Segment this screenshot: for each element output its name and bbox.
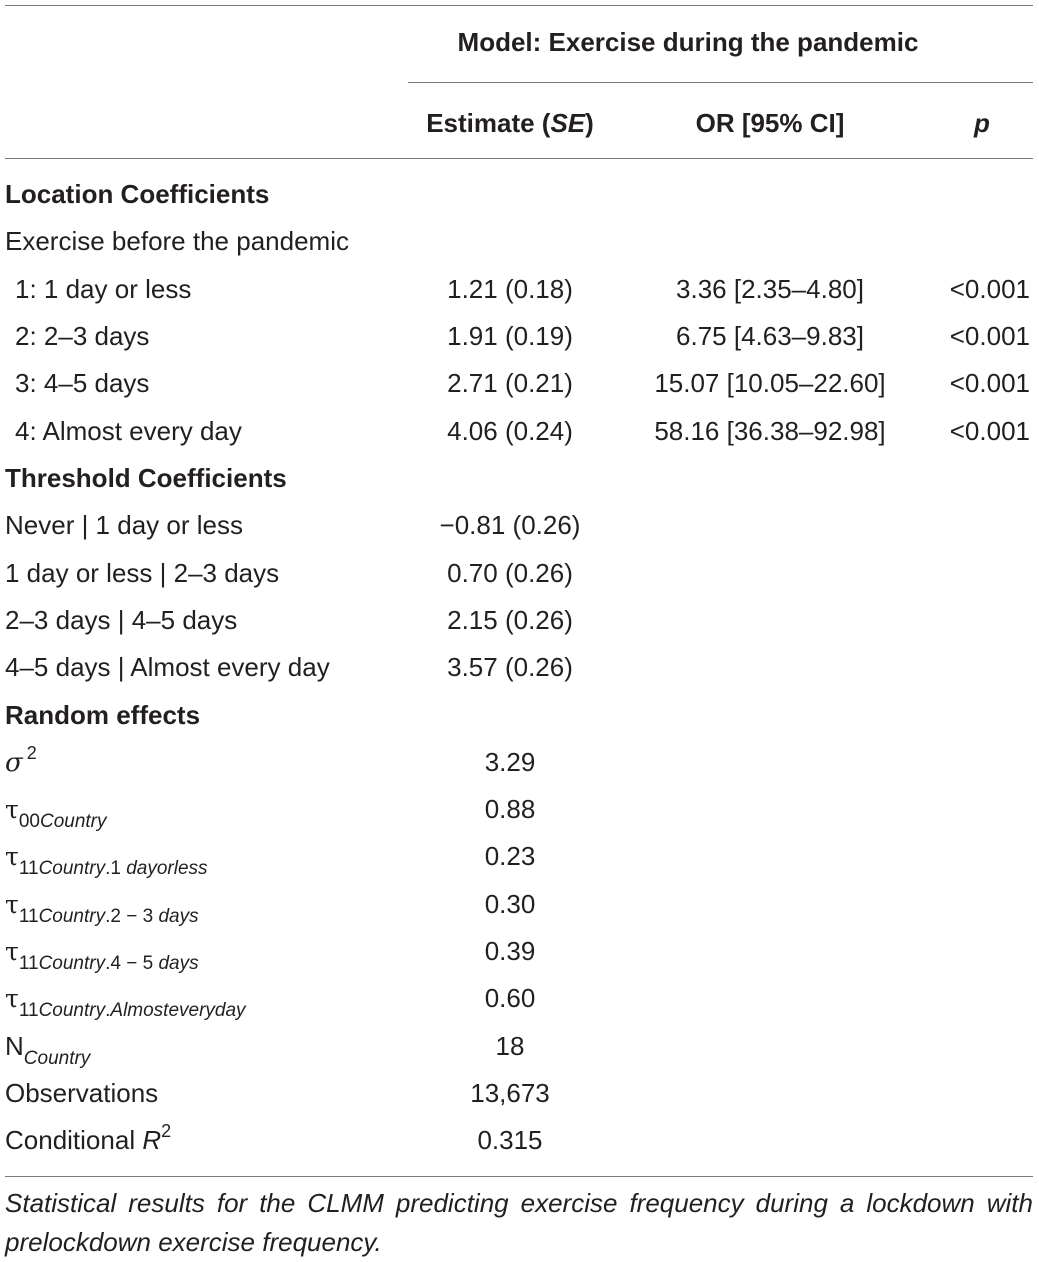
threshold-row-estimate: 2.15 (0.26) [447, 605, 573, 635]
tau11-sub-sep: . [105, 1000, 111, 1021]
r2-label-text: Conditional [5, 1125, 143, 1155]
location-row-label: 2: 2–3 days [15, 321, 150, 351]
location-row-label: 4: Almost every day [15, 416, 242, 446]
tau11-sub-country: Country [38, 1000, 106, 1021]
col-p-label: p [974, 108, 990, 138]
tau11-sub-country: Country [38, 953, 106, 974]
location-subtitle: Exercise before the pandemic [5, 226, 349, 256]
sigma-value: 3.29 [484, 747, 536, 777]
tau11-sub-num: 11 [18, 953, 39, 974]
tau11-value: 0.39 [484, 936, 536, 966]
threshold-row-label: 1 day or less | 2–3 days [5, 558, 280, 588]
r2-symbol: R [142, 1125, 162, 1155]
threshold-row-label: Never | 1 day or less [5, 510, 243, 540]
tau00-value: 0.88 [484, 794, 536, 824]
tau11-sub-sep: .2 − 3 [105, 906, 159, 927]
sigma-symbol: σ [5, 748, 23, 778]
tau11-label: τ11Country.4 − 5 days [5, 936, 199, 974]
threshold-row-label: 4–5 days | Almost every day [5, 652, 330, 682]
r2-value: 0.315 [477, 1125, 543, 1155]
tau11-sub-sep: .1 [105, 858, 127, 879]
tau-symbol: τ [5, 937, 19, 966]
col-estimate-prefix: Estimate ( [426, 108, 551, 138]
bottom-rule [5, 1176, 1033, 1177]
section-random-title: Random effects [5, 700, 201, 730]
tau11-sub-rest: dayorless [126, 858, 208, 879]
header-rule [5, 158, 1033, 159]
location-row-p: <0.001 [949, 416, 1030, 446]
tau11-value: 0.23 [484, 841, 536, 871]
r2-sup: 2 [161, 1121, 172, 1141]
section-threshold-title: Threshold Coefficients [5, 463, 287, 493]
tau11-value: 0.30 [484, 889, 536, 919]
threshold-row-estimate: 3.57 (0.26) [447, 652, 573, 682]
col-estimate-se: SE [550, 108, 586, 138]
n-country-label: NCountry [5, 1031, 90, 1069]
r2-label: Conditional R2 [5, 1121, 171, 1158]
tau11-sub-num: 11 [18, 858, 39, 879]
location-row-estimate: 4.06 (0.24) [447, 416, 573, 446]
location-row-label: 1: 1 day or less [15, 274, 192, 304]
tau11-sub-rest: Almosteveryday [110, 1000, 246, 1021]
tau00-sub-text: Country [39, 811, 107, 832]
sigma-sup: 2 [26, 743, 37, 763]
col-header-p: p [950, 108, 1014, 138]
tau11-sub-country: Country [38, 906, 106, 927]
model-rule [408, 82, 1033, 83]
tau11-sub-sep: .4 − 5 [105, 953, 159, 974]
tau-symbol: τ [5, 795, 19, 824]
location-row-or: 6.75 [4.63–9.83] [676, 321, 864, 351]
tau-symbol: τ [5, 984, 19, 1013]
location-row-label: 3: 4–5 days [15, 368, 150, 398]
tau11-label: τ11Country.1 dayorless [5, 841, 208, 879]
location-row-or: 3.36 [2.35–4.80] [676, 274, 864, 304]
location-row-estimate: 2.71 (0.21) [447, 368, 573, 398]
threshold-row-label: 2–3 days | 4–5 days [5, 605, 238, 635]
model-title: Model: Exercise during the pandemic [457, 27, 919, 57]
location-row-p: <0.001 [949, 368, 1030, 398]
tau00-sub-num: 00 [18, 811, 40, 832]
location-row-estimate: 1.21 (0.18) [447, 274, 573, 304]
tau11-sub-num: 11 [18, 1000, 39, 1021]
observations-label: Observations [5, 1078, 159, 1108]
col-estimate-suffix: ) [585, 108, 594, 138]
n-sub: Country [23, 1048, 91, 1069]
tau11-label: τ11Country.Almosteveryday [5, 983, 246, 1021]
n-country-value: 18 [495, 1031, 525, 1061]
tau11-sub-rest: days [158, 906, 199, 927]
location-row-p: <0.001 [949, 274, 1030, 304]
tau11-value: 0.60 [484, 983, 536, 1013]
observations-value: 13,673 [470, 1078, 550, 1108]
location-row-or: 15.07 [10.05–22.60] [654, 368, 886, 398]
tau11-sub-num: 11 [18, 906, 39, 927]
threshold-row-estimate: 0.70 (0.26) [447, 558, 573, 588]
top-rule [5, 5, 1033, 6]
col-header-or: OR [95% CI] [695, 108, 845, 138]
col-header-estimate: Estimate (SE) [408, 108, 612, 138]
tau11-sub-country: Country [38, 858, 106, 879]
threshold-row-estimate: −0.81 (0.26) [439, 510, 581, 540]
location-row-or: 58.16 [36.38–92.98] [654, 416, 886, 446]
tau00-label: τ00Country [5, 794, 107, 832]
tau-symbol: τ [5, 890, 19, 919]
tau11-sub-rest: days [158, 953, 199, 974]
table-footnote: Statistical results for the CLMM predict… [5, 1188, 1033, 1257]
location-row-p: <0.001 [949, 321, 1030, 351]
location-row-estimate: 1.91 (0.19) [447, 321, 573, 351]
tau-symbol: τ [5, 842, 19, 871]
tau11-label: τ11Country.2 − 3 days [5, 889, 199, 927]
n-symbol: N [5, 1031, 24, 1061]
section-location-title: Location Coefficients [5, 179, 270, 209]
